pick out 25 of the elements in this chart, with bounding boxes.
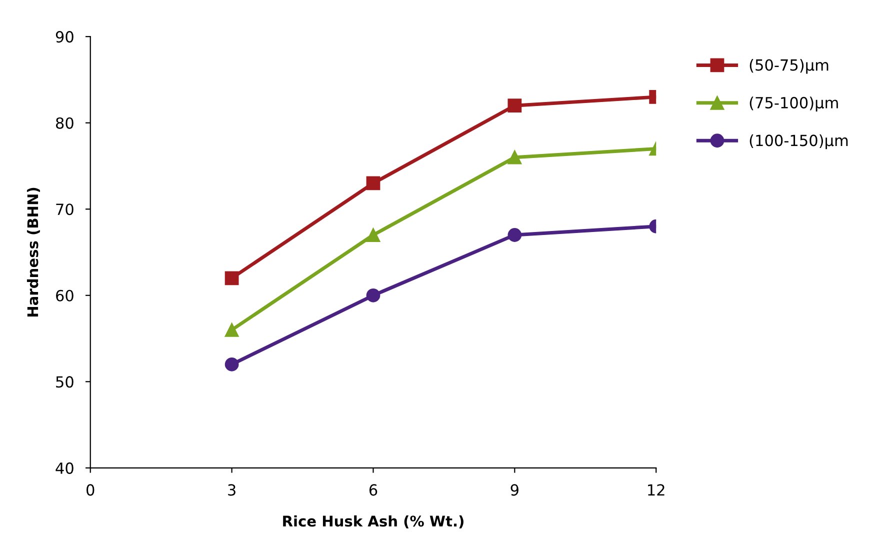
point xyxy=(366,288,380,302)
y-tick-label: 40 xyxy=(56,462,74,474)
point xyxy=(508,228,522,242)
x-tick-label: 6 xyxy=(369,484,378,496)
point xyxy=(366,228,380,242)
y-tick-label: 60 xyxy=(56,290,74,302)
point xyxy=(508,98,522,113)
x-tick-label: 12 xyxy=(648,484,664,496)
x-tick-label: 3 xyxy=(228,484,236,496)
legend-label: (50-75)µm xyxy=(750,58,828,74)
legend-label: (75-100)µm xyxy=(750,96,838,112)
point xyxy=(508,150,522,164)
y-tick-label: 90 xyxy=(56,31,74,43)
point xyxy=(224,271,239,286)
x-tick-label: 9 xyxy=(510,484,518,496)
x-tick-label: 0 xyxy=(86,484,94,496)
y-tick-label: 50 xyxy=(56,376,74,388)
y-tick-label: 70 xyxy=(56,204,74,216)
x-axis-title: Rice Husk Ash (% Wt.) xyxy=(283,515,464,528)
point xyxy=(224,322,239,337)
y-tick-label: 80 xyxy=(56,117,74,129)
point xyxy=(224,357,239,372)
legend-label: (100-150)µm xyxy=(750,134,848,150)
point xyxy=(366,176,380,190)
y-axis-title: Hardness (BHN) xyxy=(26,188,40,317)
